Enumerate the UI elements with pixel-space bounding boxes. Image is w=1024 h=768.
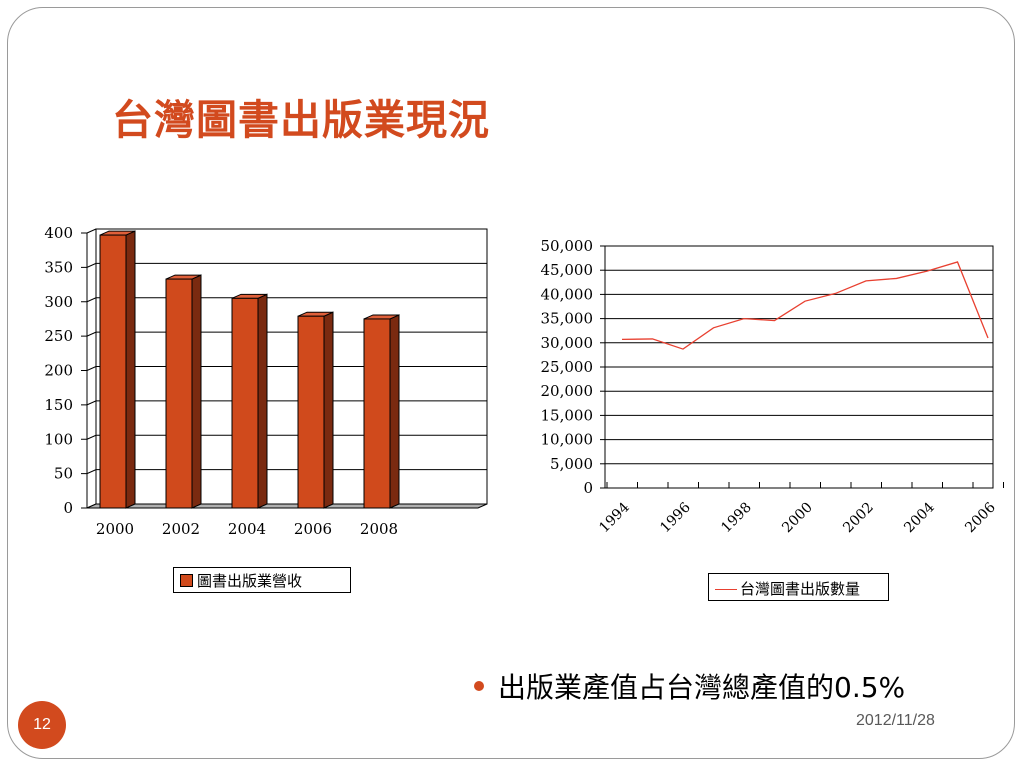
bar-x-tick-label: 2000 bbox=[96, 520, 134, 538]
bar-side bbox=[323, 311, 334, 509]
bar-side bbox=[257, 293, 268, 509]
line-y-tick-label: 25,000 bbox=[541, 358, 594, 376]
slide-frame bbox=[7, 7, 1015, 759]
bar-grid-side bbox=[86, 331, 97, 337]
bar-y-tick-label: 50 bbox=[54, 465, 73, 483]
line-x-tick-label: 2006 bbox=[962, 499, 999, 536]
line-x-tick-label: 2002 bbox=[840, 500, 877, 537]
bar-side bbox=[125, 230, 136, 509]
bar bbox=[99, 234, 127, 509]
bar-legend-label: 圖書出版業營收 bbox=[197, 572, 303, 590]
line-y-tick-label: 15,000 bbox=[541, 406, 594, 424]
bar-y-tick-label: 250 bbox=[44, 327, 73, 345]
line-chart-legend: 台灣圖書出版數量 bbox=[708, 573, 889, 601]
line-y-tick-label: 0 bbox=[583, 479, 593, 497]
bar-grid-side bbox=[86, 400, 97, 406]
bar-grid-side bbox=[86, 469, 97, 475]
line-y-tick-label: 35,000 bbox=[541, 310, 594, 328]
bar-floor bbox=[86, 503, 488, 509]
bar-chart-legend: 圖書出版業營收 bbox=[173, 567, 351, 593]
line-y-tick-label: 5,000 bbox=[550, 455, 593, 473]
bar-y-tick-label: 0 bbox=[63, 499, 73, 517]
slide-title: 台灣圖書出版業現況 bbox=[112, 96, 490, 144]
line-x-tick-label: 1996 bbox=[657, 499, 694, 536]
bullet-point: 出版業產值占台灣總產值的0.5% bbox=[474, 666, 905, 706]
bar bbox=[363, 318, 391, 509]
bar-y-tick-label: 100 bbox=[44, 430, 73, 448]
line-y-tick-label: 20,000 bbox=[541, 382, 594, 400]
bar-grid-side bbox=[86, 434, 97, 440]
line-legend-label: 台灣圖書出版數量 bbox=[740, 580, 861, 598]
line-y-tick-label: 40,000 bbox=[541, 285, 594, 303]
line-y-tick-label: 45,000 bbox=[541, 261, 594, 279]
line-y-tick-label: 50,000 bbox=[541, 237, 594, 255]
bar bbox=[297, 315, 325, 509]
line-x-tick-label: 1994 bbox=[596, 499, 633, 536]
line-legend-swatch bbox=[715, 589, 737, 590]
slide-date: 2012/11/28 bbox=[856, 712, 935, 729]
page-number-badge: 12 bbox=[18, 701, 66, 749]
bar-legend-swatch bbox=[180, 574, 193, 587]
bar-y-tick-label: 200 bbox=[44, 362, 73, 380]
bar-side bbox=[389, 314, 400, 509]
bar-y-tick-label: 400 bbox=[44, 224, 73, 242]
bar bbox=[231, 297, 259, 509]
bullet-dot-icon bbox=[474, 681, 484, 691]
bar-x-tick-label: 2006 bbox=[294, 520, 332, 538]
bar bbox=[165, 278, 193, 509]
bullet-text: 出版業產值占台灣總產值的0.5% bbox=[498, 671, 906, 704]
bar-y-tick-label: 150 bbox=[44, 396, 73, 414]
bar-y-tick-label: 300 bbox=[44, 293, 73, 311]
bar-x-tick-label: 2008 bbox=[360, 520, 398, 538]
bar-grid-side bbox=[86, 366, 97, 371]
line-y-tick-label: 10,000 bbox=[541, 431, 594, 449]
line-x-tick-label: 1998 bbox=[718, 500, 755, 537]
line-x-tick-label: 2004 bbox=[901, 499, 938, 536]
bar-grid-side bbox=[86, 262, 97, 268]
bar-grid-side bbox=[86, 228, 97, 234]
bar-y-tick-label: 350 bbox=[44, 258, 73, 276]
bar-grid-side bbox=[86, 297, 97, 303]
bar-side bbox=[191, 274, 202, 509]
line-x-tick-label: 2000 bbox=[779, 500, 816, 537]
line-y-tick-label: 30,000 bbox=[541, 334, 594, 352]
bar-x-tick-label: 2002 bbox=[162, 520, 200, 538]
line-series bbox=[621, 261, 989, 350]
bar-x-tick-label: 2004 bbox=[228, 520, 266, 538]
